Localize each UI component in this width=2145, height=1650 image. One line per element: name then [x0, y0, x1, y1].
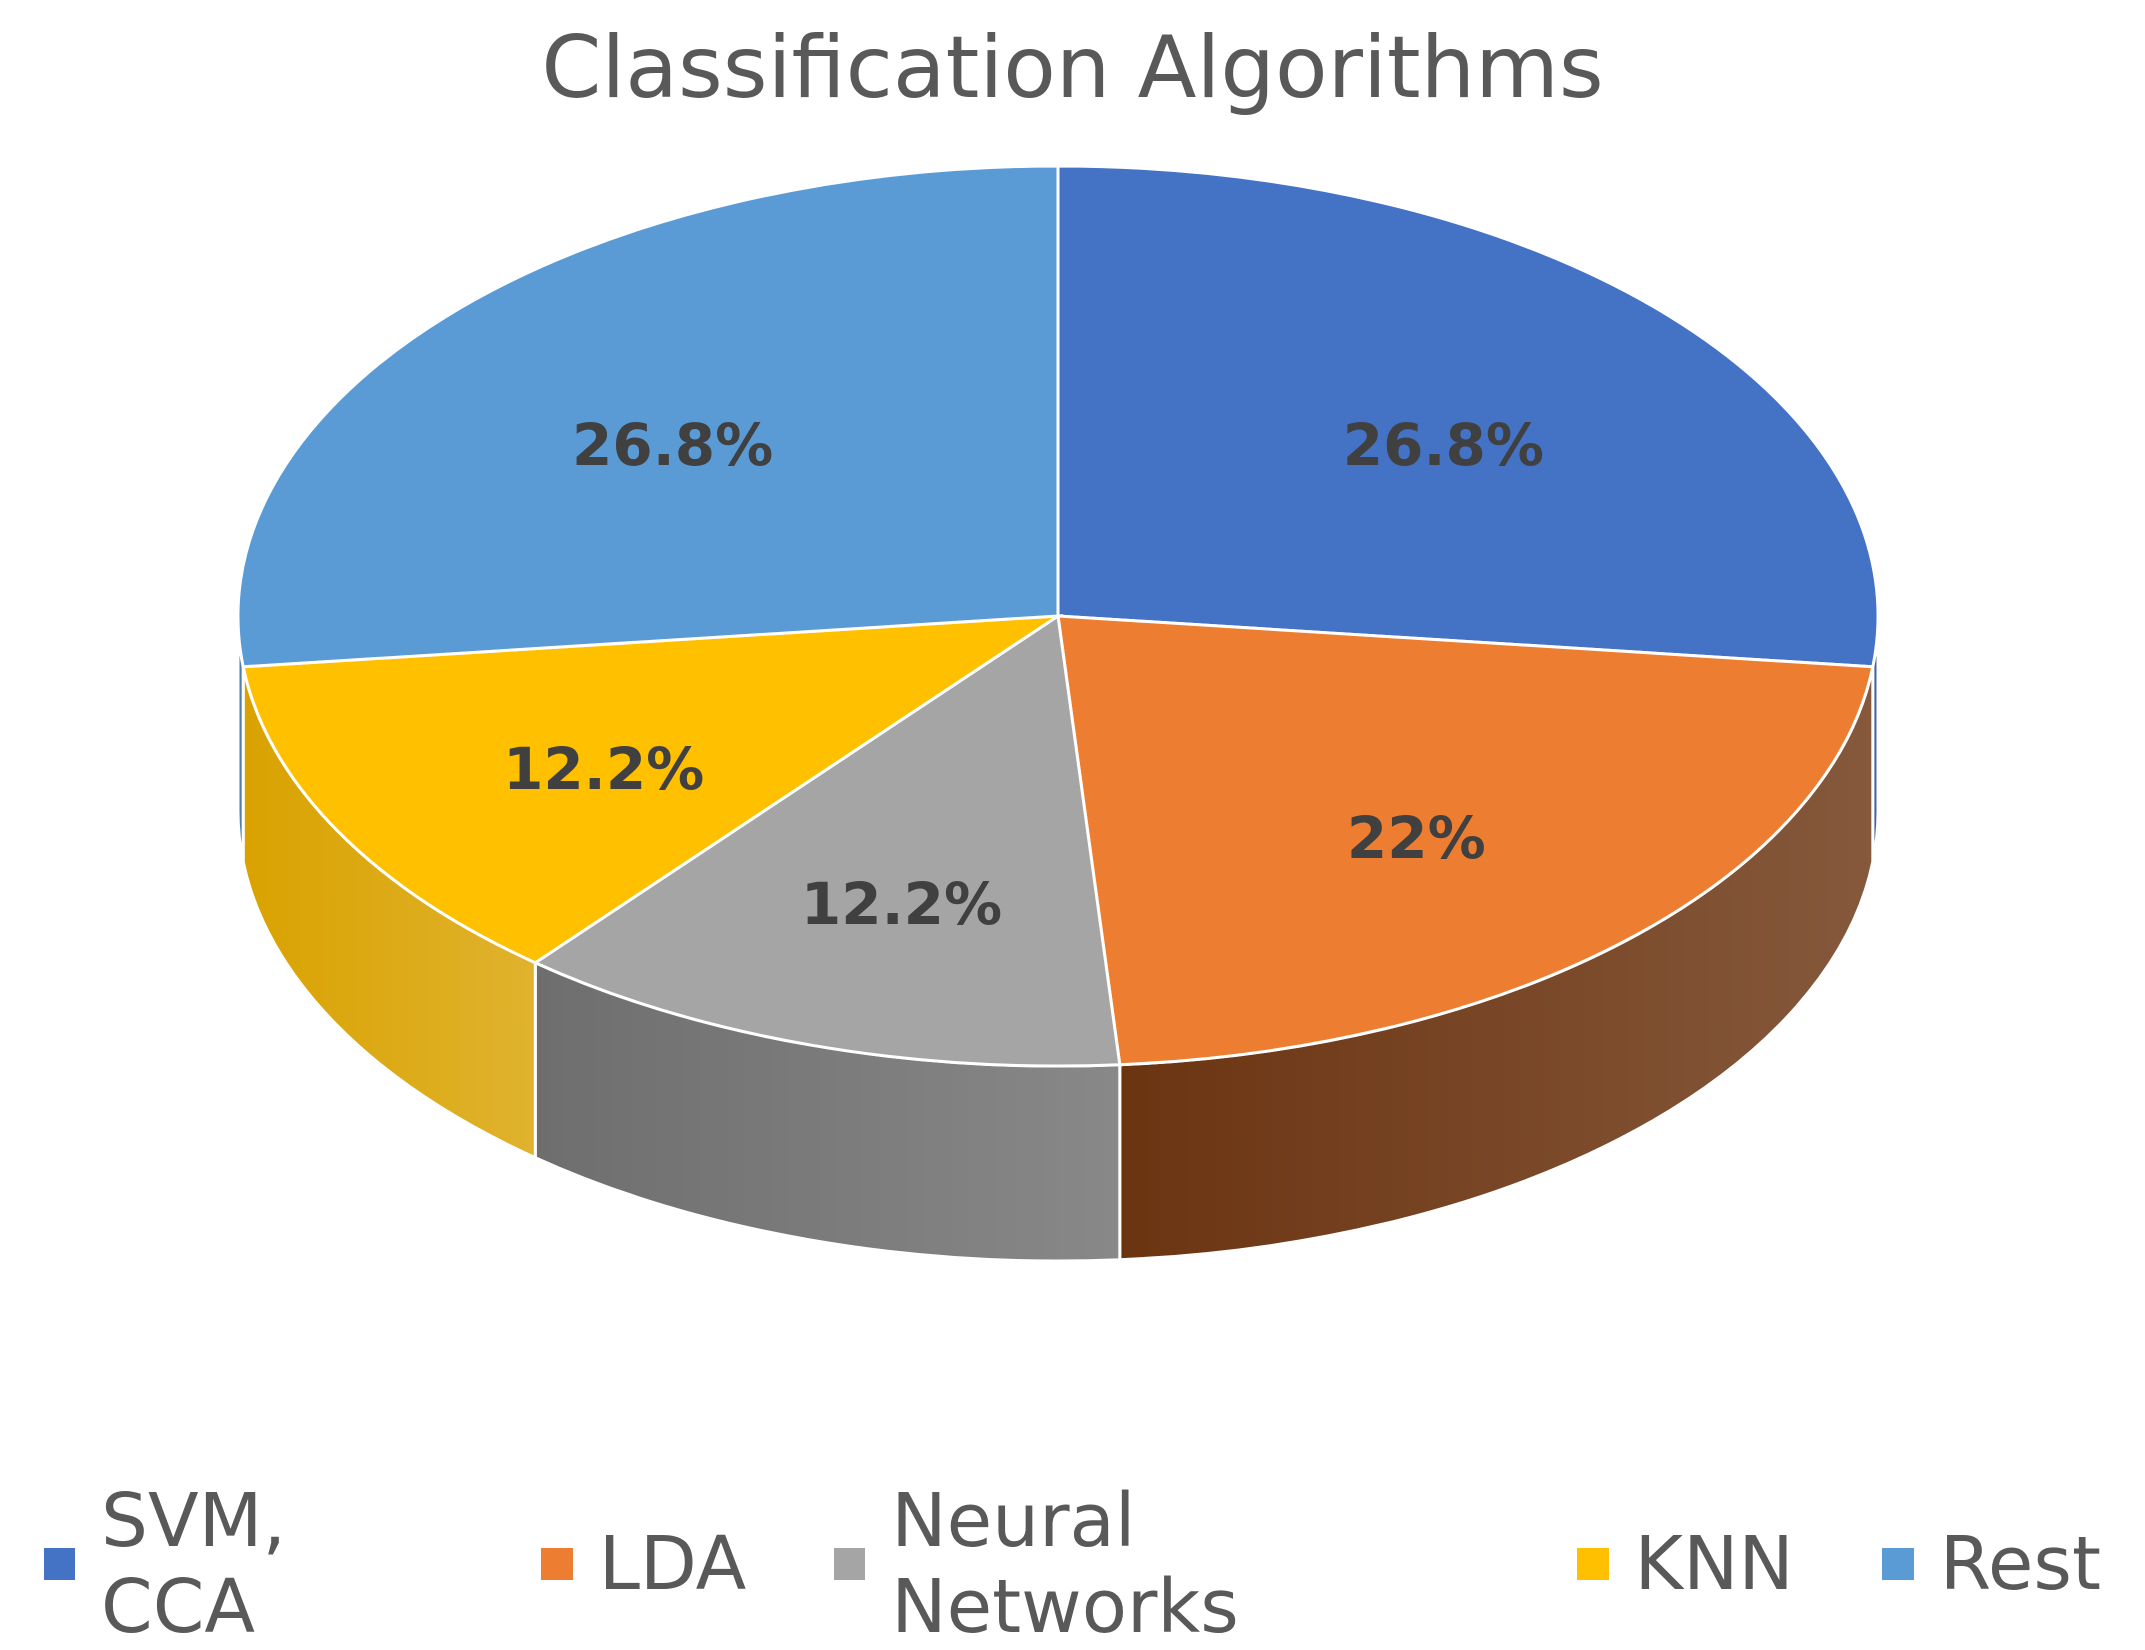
pie-slice-knn	[241, 614, 1064, 965]
legend-swatch	[834, 1548, 866, 1580]
pie-slice-lda	[1056, 614, 1875, 1067]
legend-item-knn: KNN	[1576, 1521, 1794, 1607]
legend-label: Rest	[1939, 1521, 2101, 1607]
pie-tops	[236, 164, 1880, 1068]
data-label-rest: 26.8%	[572, 411, 773, 479]
legend-label: Neural Networks	[891, 1478, 1239, 1650]
legend-item-svm-cca: SVM, CCA	[44, 1478, 453, 1650]
pie-sides	[236, 615, 1880, 1263]
legend-label: SVM, CCA	[101, 1478, 287, 1650]
pie-chart: 26.8% 22% 12.2% 12.2% 26.8%	[236, 164, 1880, 1263]
legend-swatch	[44, 1548, 76, 1580]
legend-label: KNN	[1634, 1521, 1794, 1607]
pie-slice-svm-cca	[1056, 164, 1880, 669]
pie-slice-rest	[236, 164, 1060, 669]
data-label-neural-networks: 12.2%	[801, 870, 1002, 938]
legend-swatch	[540, 1548, 573, 1580]
data-label-svm-cca: 26.8%	[1343, 411, 1544, 479]
data-label-lda: 22%	[1347, 804, 1486, 872]
legend-item-rest: Rest	[1881, 1521, 2101, 1607]
chart-title: Classification Algorithms	[541, 18, 1604, 118]
legend-label: LDA	[598, 1521, 747, 1607]
data-label-knn: 12.2%	[503, 735, 704, 803]
pie-labels: 26.8% 22% 12.2% 12.2% 26.8%	[503, 411, 1544, 938]
legend-swatch	[1881, 1548, 1914, 1580]
legend-item-neural-networks: Neural Networks	[834, 1478, 1488, 1650]
legend-item-lda: LDA	[540, 1521, 747, 1607]
pie-slice-neural-networks	[532, 613, 1122, 1068]
legend-swatch	[1576, 1548, 1609, 1580]
legend: SVM, CCA LDA Neural Networks KNN Rest	[0, 1478, 2145, 1650]
